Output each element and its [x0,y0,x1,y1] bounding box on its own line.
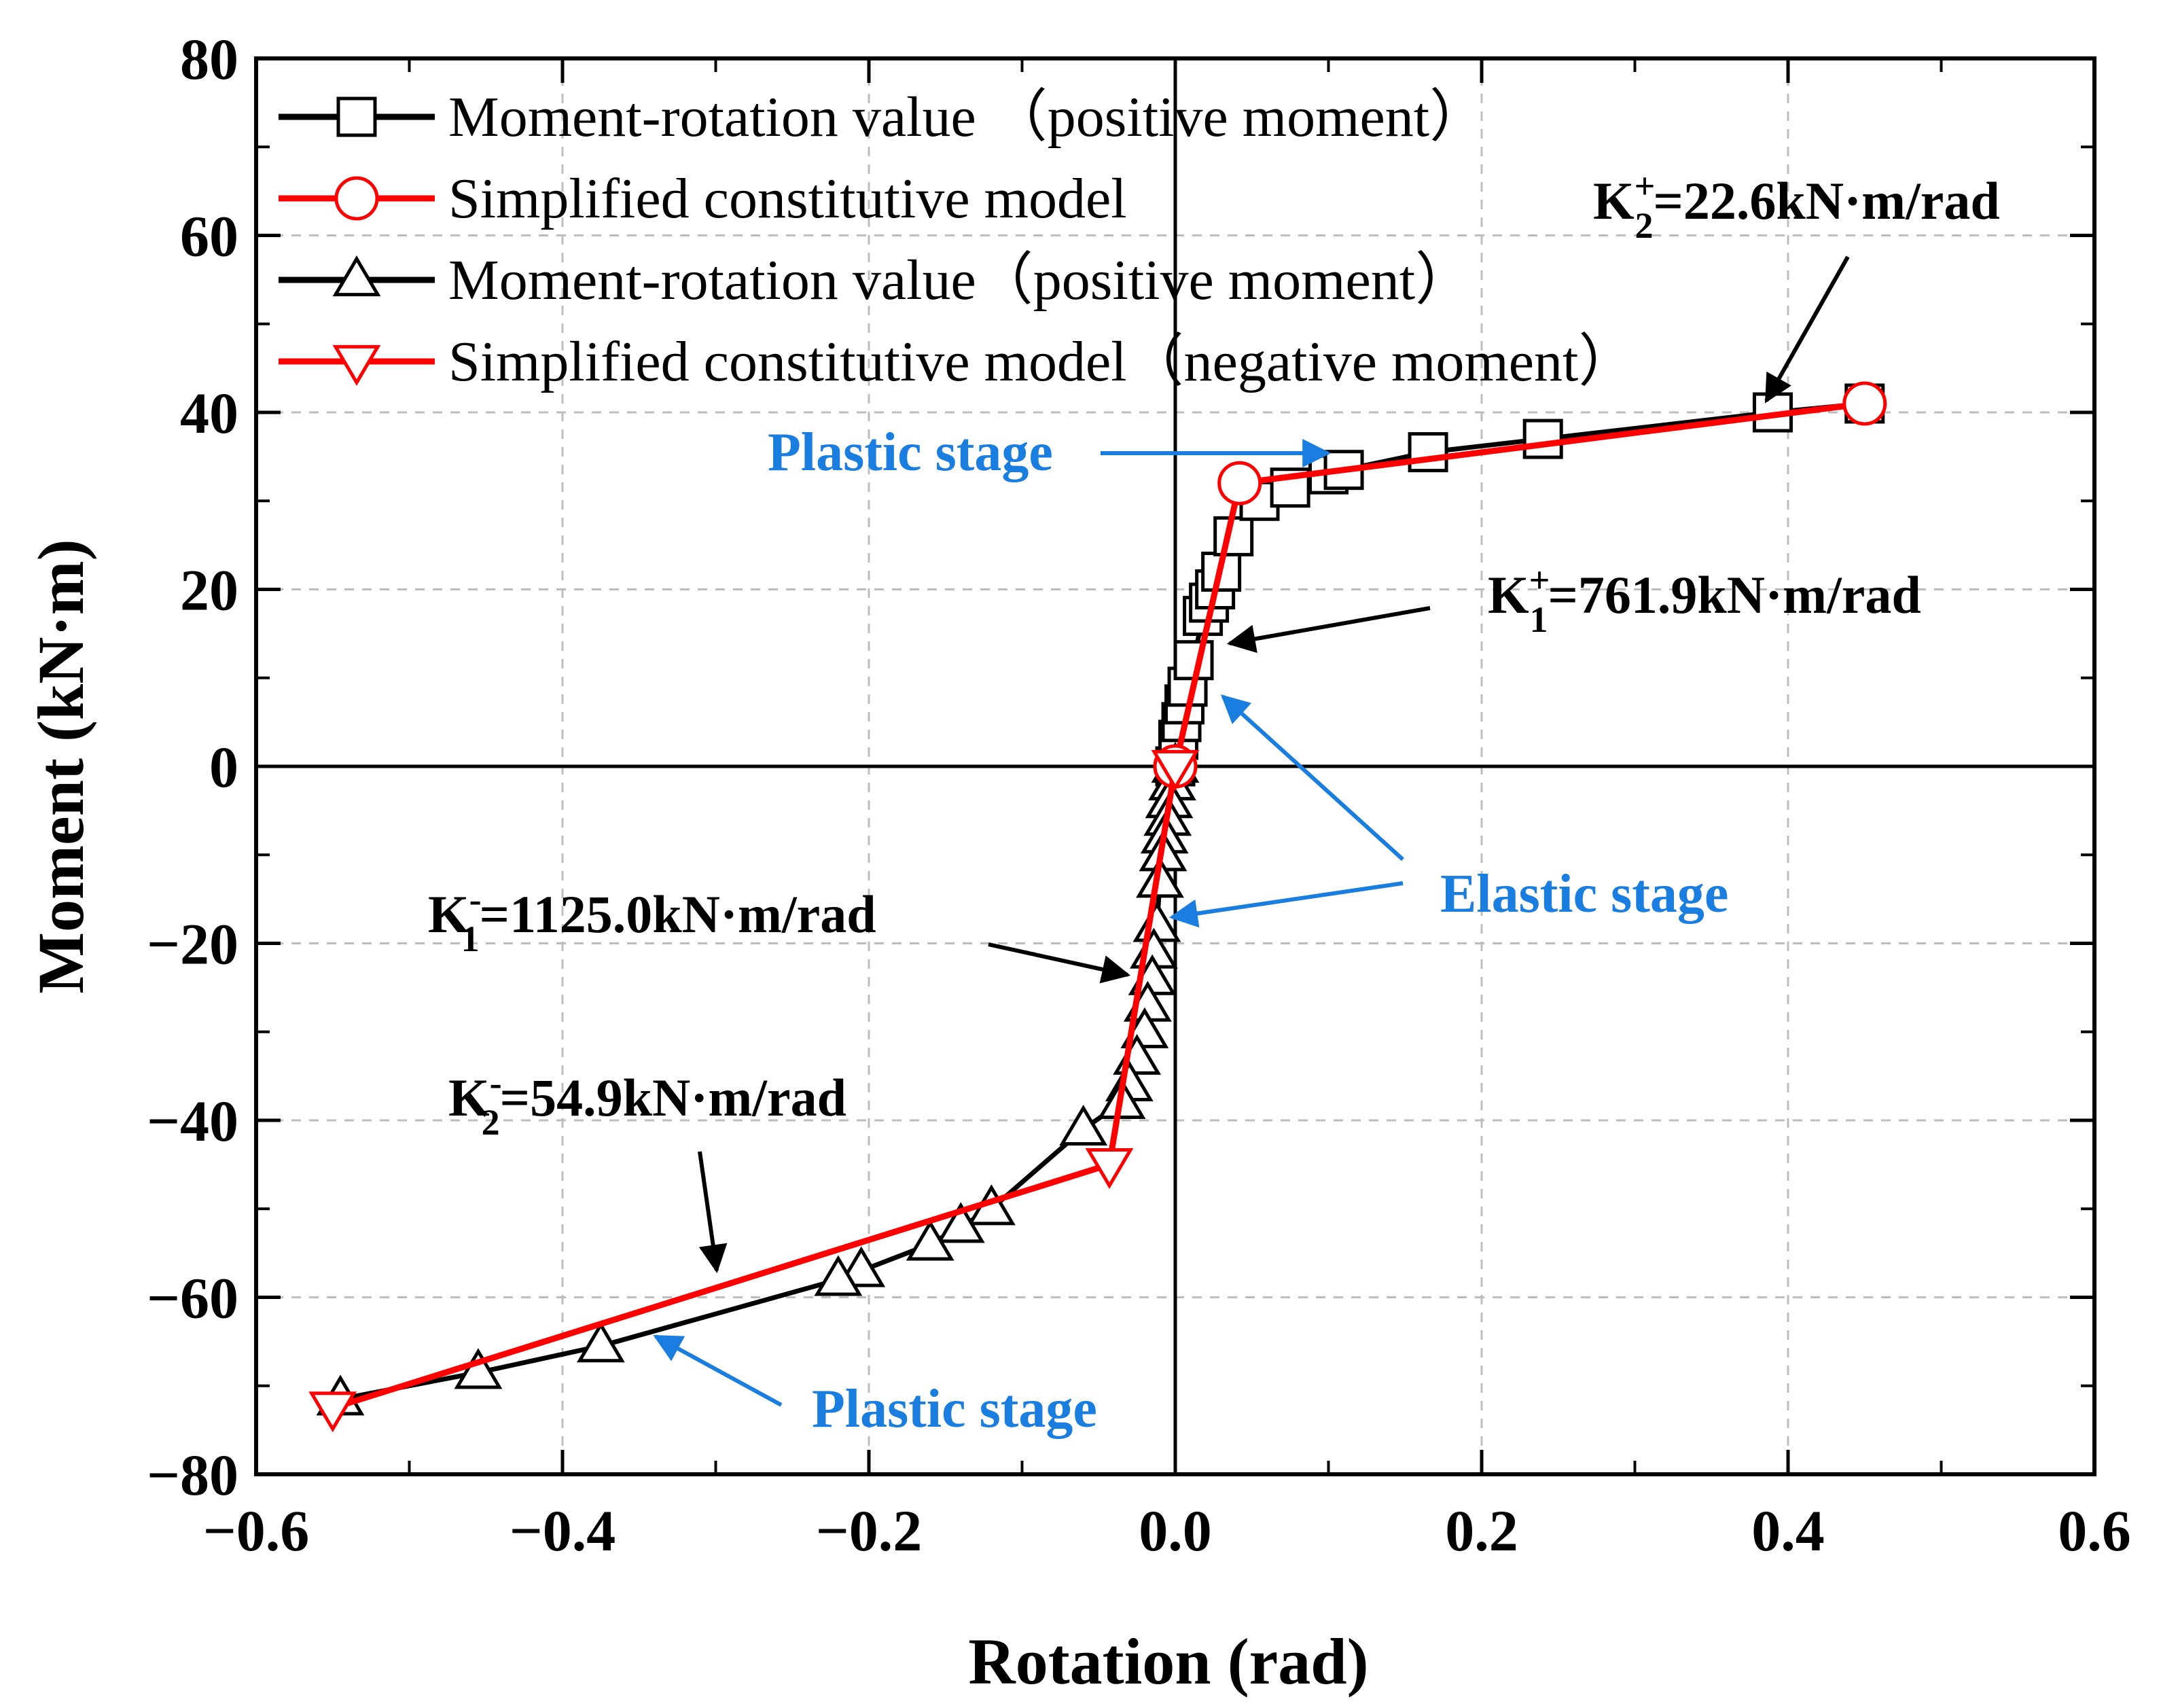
y-tick-label: −20 [147,912,238,977]
x-tick-label: 0.4 [1751,1498,1825,1563]
legend: Moment-rotation value （positive moment） S… [279,86,1635,393]
data-point [1059,1105,1108,1146]
data-point [1136,857,1184,898]
annotation-k1-minus: K-1=1125.0kN·m/rad [428,879,876,959]
data-point [814,1255,863,1296]
x-tick-label: 0.6 [2058,1498,2131,1563]
annotation-k2-minus: K-2=54.9kN·m/rad [448,1063,846,1143]
annotation-k1-plus: K+ 1=761.9kN·m/rad [1488,560,1921,640]
legend-marker [332,344,381,386]
series-4 [308,749,1200,1433]
y-tick-label: −60 [147,1266,238,1331]
y-tick-label: 0 [209,734,238,800]
annotation-elastic-stage: Elastic stage [1440,864,1728,924]
y-tick-label: −40 [147,1088,238,1154]
data-point [454,1348,503,1389]
y-tick-label: 40 [180,380,238,446]
legend-entry-4: Simplified constitutive model（negative m… [279,330,1635,393]
legend-label: Simplified constitutive model [448,167,1127,230]
data-point [906,1220,954,1261]
data-point [308,1391,357,1433]
legend-entry-3: Moment-rotation value（positive moment） [279,249,1472,312]
annotations: K+ 2=22.6kN·m/rad K+ 1=761.9kN·m/rad K-1=112… [428,166,2000,1439]
data-series [308,381,1887,1433]
annotation-plastic-stage-bottom: Plastic stage [812,1379,1097,1439]
legend-label: Moment-rotation value（positive moment） [448,249,1472,312]
axes: −0.6 −0.4 −0.2 0.0 0.2 0.4 0.6 −80 −60 −40 −20 0 20 4… [24,26,2131,1698]
y-tick-label: 20 [180,558,238,623]
legend-marker [334,176,379,221]
y-tick-label: 80 [180,26,238,92]
x-tick-label: 0.2 [1445,1498,1518,1563]
data-point [1217,461,1262,505]
legend-entry-1: Moment-rotation value （positive moment） [279,86,1486,149]
arrow-k2-plus [1764,255,1850,404]
data-point [1151,749,1200,791]
legend-marker [336,96,377,137]
arrow-k1-minus [988,942,1131,984]
legend-entry-2: Simplified constitutive model [279,167,1127,230]
data-point [1842,381,1887,426]
data-point [576,1321,625,1363]
legend-marker [332,255,381,297]
series-3 [316,742,1200,1416]
y-tick-label: −80 [147,1442,238,1508]
data-point [936,1202,985,1243]
x-tick-label: −0.4 [510,1498,616,1563]
data-point [1522,419,1563,459]
arrow-elastic-lower [1168,881,1404,928]
arrow-k2-minus [698,1151,728,1274]
data-point [1408,432,1448,473]
x-tick-label: −0.2 [816,1498,923,1563]
y-axis-title: Moment (kN·m) [24,539,97,993]
x-tick-label: −0.6 [203,1498,310,1563]
annotation-plastic-stage-top: Plastic stage [768,423,1053,482]
x-axis-title: Rotation (rad) [968,1625,1368,1698]
arrow-k1-plus [1226,606,1431,654]
y-tick-label: 60 [180,204,238,269]
data-point [1085,1148,1134,1190]
annotation-k2-plus: K+ 2=22.6kN·m/rad [1593,166,2000,246]
data-point [1213,516,1254,556]
x-tick-label: 0.0 [1139,1498,1212,1563]
arrow-elastic-upper [1220,694,1405,861]
legend-label: Moment-rotation value （positive moment） [448,86,1486,149]
arrow-plastic-bottom [653,1334,783,1407]
legend-label: Simplified constitutive model（negative m… [448,330,1635,393]
